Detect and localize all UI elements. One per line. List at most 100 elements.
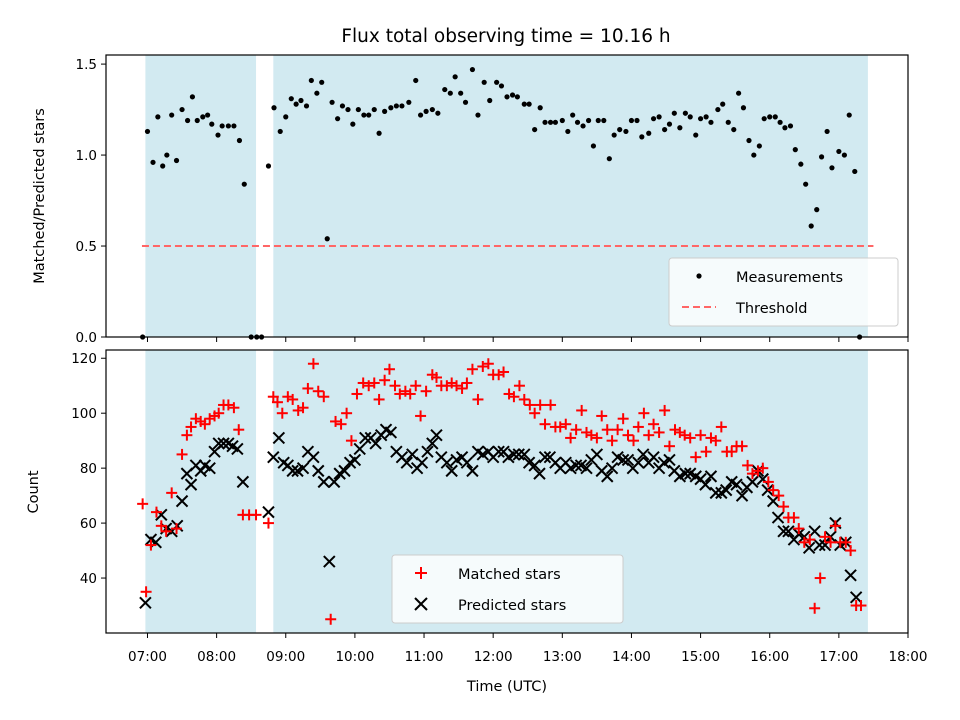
chart-title: Flux total observing time = 10.16 h	[341, 26, 670, 47]
predicted-marker-stroke	[226, 439, 239, 453]
predicted-marker-stroke	[684, 467, 697, 480]
x-tick-label: 09:00	[266, 649, 305, 665]
predicted-star-point	[212, 437, 225, 450]
predicted-marker-stroke	[338, 464, 351, 478]
predicted-marker-stroke	[580, 461, 593, 475]
predicted-marker-stroke	[782, 525, 795, 538]
predicted-star-point	[384, 426, 398, 439]
measurement-point	[429, 106, 435, 113]
predicted-star-point	[605, 461, 619, 475]
measurement-point	[693, 132, 699, 138]
measurement-point	[200, 114, 206, 120]
matched-star-point	[233, 424, 245, 436]
predicted-star-point	[236, 475, 250, 489]
measurement-point	[697, 116, 704, 122]
predicted-marker-stroke	[272, 431, 286, 445]
ratio-panel: 0.0 0.5 1.0 1.5 Matched/Predicted stars Mea…	[32, 54, 909, 346]
measurement-point	[772, 114, 778, 120]
matched-star-point	[726, 446, 738, 458]
predicted-marker-stroke	[430, 428, 443, 442]
matched-star-point	[318, 391, 330, 403]
ratio-y-axis-label: Matched/Predicted stars	[32, 108, 48, 284]
matched-star-point	[554, 421, 566, 433]
predicted-marker-stroke	[317, 475, 330, 489]
predicted-marker-stroke	[621, 453, 635, 467]
predicted-marker-stroke	[771, 511, 785, 524]
predicted-marker-stroke	[139, 596, 152, 609]
matched-star-point	[804, 534, 816, 546]
matched-star-point	[287, 393, 299, 405]
predicted-marker-stroke	[574, 459, 588, 472]
measurement-point	[829, 165, 835, 171]
measurement-point	[406, 99, 412, 105]
matched-star-point	[297, 402, 309, 414]
measurement-point	[650, 116, 657, 122]
measurement-point	[335, 116, 341, 122]
matched-star-point	[825, 536, 837, 548]
measurement-point	[617, 126, 623, 133]
measurement-point	[447, 90, 453, 96]
measurement-point	[271, 105, 277, 111]
predicted-marker-stroke	[761, 483, 774, 497]
measurement-point	[475, 112, 481, 118]
measurement-point	[677, 125, 683, 131]
y-tick-label: 60	[80, 516, 97, 532]
predicted-marker-stroke	[512, 448, 525, 461]
x-tick-label: 12:00	[474, 649, 513, 665]
matched-star-point	[653, 426, 665, 438]
measurement-point	[841, 152, 847, 158]
predicted-marker-stroke	[689, 470, 702, 483]
matched-star-point	[617, 413, 629, 425]
measurement-point	[303, 103, 310, 109]
matched-star-point	[137, 498, 149, 510]
measurement-point	[194, 117, 200, 124]
measurement-point	[746, 137, 752, 144]
predicted-marker-stroke	[813, 538, 826, 552]
predicted-marker-stroke	[415, 456, 429, 469]
predicted-marker-stroke	[323, 555, 336, 568]
x-tick-label: 13:00	[543, 649, 582, 665]
predicted-star-point	[679, 467, 692, 480]
measurement-point	[371, 106, 377, 113]
count-panel: 40 60 80 100 120 07:00 08:00 09:00 10:00 11:00 12…	[26, 349, 927, 695]
predicted-marker-stroke	[440, 456, 454, 469]
measurement-point	[703, 114, 709, 120]
predicted-star-point	[327, 475, 341, 489]
predicted-marker-stroke	[777, 525, 790, 538]
predicted-marker-stroke	[507, 448, 521, 461]
predicted-marker-stroke	[543, 450, 557, 464]
measurement-point	[526, 101, 532, 107]
predicted-star-point	[175, 494, 189, 508]
predicted-star-point	[844, 569, 857, 582]
matched-star-point	[622, 429, 634, 441]
matched-star-point	[700, 446, 712, 458]
predicted-star-point	[704, 470, 718, 483]
predicted-star-point	[601, 470, 614, 483]
measurement-point	[144, 128, 151, 135]
matched-star-point	[150, 506, 162, 518]
matched-star-point	[829, 520, 841, 532]
predicted-star-point	[590, 448, 604, 461]
matched-star-point	[643, 429, 655, 441]
matched-star-point	[250, 509, 262, 521]
measurement-point	[537, 105, 543, 111]
matched-star-point	[145, 539, 157, 551]
measurement-point	[288, 96, 294, 102]
measurement-point	[595, 117, 601, 124]
matched-star-point	[368, 377, 380, 389]
matched-star-point	[788, 512, 800, 524]
predicted-star-point	[616, 453, 630, 467]
measurement-point	[521, 101, 527, 107]
matched-star-point	[524, 399, 536, 411]
matched-star-point	[140, 586, 152, 598]
measurement-point	[601, 117, 607, 124]
predicted-marker-stroke	[492, 445, 505, 458]
measurement-point	[225, 123, 231, 129]
predicted-star-point	[353, 442, 366, 456]
x-axis-label: Time (UTC)	[466, 679, 547, 695]
matched-star-point	[773, 490, 785, 502]
predicted-marker-stroke	[719, 483, 733, 497]
measurement-point	[814, 207, 820, 213]
measurement-point	[236, 137, 243, 144]
predicted-marker-stroke	[175, 494, 189, 508]
